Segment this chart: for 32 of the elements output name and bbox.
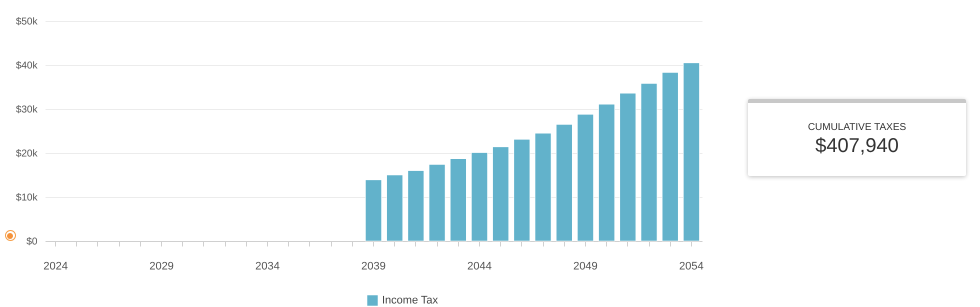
- bar: [386, 174, 404, 242]
- x-tick-label: 2044: [467, 260, 492, 272]
- bar: [683, 62, 700, 242]
- y-tick-label: $50k: [16, 16, 38, 28]
- bar: [577, 114, 594, 242]
- bar: [556, 124, 573, 242]
- y-tick-label: $40k: [16, 60, 38, 72]
- x-tick-label: 2034: [255, 260, 280, 272]
- y-tick-label: $10k: [16, 192, 38, 204]
- bar: [640, 83, 658, 242]
- text: $407,940: [814, 135, 900, 158]
- x-tick-label: 2049: [573, 260, 598, 272]
- bar: [365, 180, 382, 242]
- y-tick-label: $30k: [16, 104, 38, 116]
- bar: [598, 104, 615, 242]
- x-tick-label: 2039: [361, 260, 386, 272]
- bar: [662, 72, 679, 242]
- y-tick-label: $0: [26, 236, 38, 248]
- bar: [428, 164, 446, 242]
- bar: [514, 139, 530, 242]
- bar: [408, 170, 424, 242]
- x-tick-label: 2029: [149, 260, 174, 272]
- bar: [619, 92, 636, 242]
- text: CUMULATIVE TAXES: [806, 122, 908, 133]
- bar: [471, 152, 488, 242]
- bar: [450, 158, 467, 242]
- bar: [534, 132, 552, 242]
- legend-label: Income Tax: [382, 294, 439, 306]
- y-tick-label: $20k: [16, 148, 38, 160]
- bar: [492, 146, 510, 242]
- x-tick-label: 2024: [43, 260, 68, 272]
- x-tick-label: 2054: [679, 260, 704, 272]
